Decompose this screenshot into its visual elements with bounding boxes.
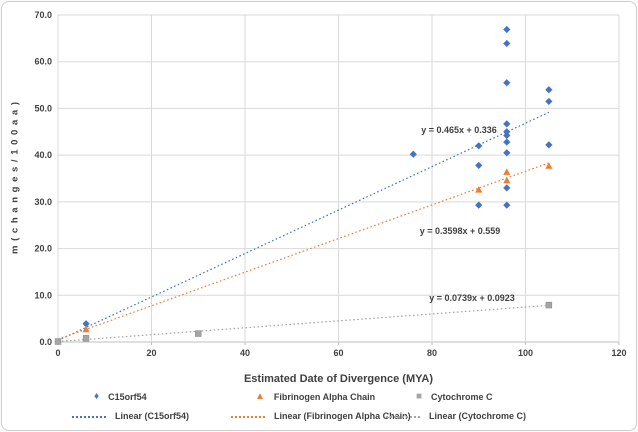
legend-item-linear-fibrinogen-alpha-chain[interactable]: Linear (Fibrinogen Alpha Chain) <box>231 411 411 421</box>
dotted-line-icon <box>231 415 265 418</box>
x-tick-label: 120 <box>611 348 626 358</box>
data-point-diamond[interactable] <box>503 128 511 136</box>
trendline-equation[interactable]: y = 0.465x + 0.336 <box>421 125 497 135</box>
y-tick-label: 60.0 <box>34 57 52 67</box>
legend-label: Linear (C15orf54) <box>115 411 190 421</box>
x-tick-label: 20 <box>146 348 156 358</box>
y-axis-title: m ( c h a n g e s / 1 0 0 a a ) <box>9 101 21 254</box>
dotted-line-icon <box>386 415 420 418</box>
y-tick-label: 20.0 <box>34 244 52 254</box>
y-tick-label: 70.0 <box>34 10 52 20</box>
y-tick-label: 0.0 <box>39 337 52 347</box>
data-point-diamond[interactable] <box>503 120 511 128</box>
diamond-marker-icon: ♦ <box>94 391 100 402</box>
legend-label: C15orf54 <box>108 392 147 402</box>
data-point-diamond[interactable] <box>545 97 553 106</box>
data-point-diamond[interactable] <box>409 150 417 158</box>
legend-item-linear-c15orf54[interactable]: Linear (C15orf54) <box>72 411 189 421</box>
data-point-triangle[interactable] <box>545 162 553 169</box>
data-point-diamond[interactable] <box>503 184 511 192</box>
data-point-diamond[interactable] <box>503 39 511 48</box>
data-point-diamond[interactable] <box>545 86 553 94</box>
y-tick-label: 10.0 <box>34 290 52 300</box>
data-point-triangle[interactable] <box>503 176 511 184</box>
y-tick-label: 50.0 <box>34 103 52 113</box>
data-point-diamond[interactable] <box>503 131 511 140</box>
y-tick-label: 30.0 <box>34 197 52 207</box>
data-point-diamond[interactable] <box>82 320 90 328</box>
legend-markers-row: ♦ C15orf54 ▲ Fibrinogen Alpha Chain ■ Cytochr… <box>2 391 636 406</box>
trendline-equation[interactable]: y = 0.0739x + 0.0923 <box>429 293 515 303</box>
legend-item-c15orf54[interactable]: ♦ C15orf54 <box>94 391 147 403</box>
trendline-square[interactable] <box>57 304 549 343</box>
data-point-square[interactable] <box>195 330 202 337</box>
x-tick-label: 40 <box>240 348 250 358</box>
legend-label: Linear (Fibrinogen Alpha Chain) <box>274 411 411 421</box>
trendline-triangle[interactable] <box>57 162 550 340</box>
data-point-diamond[interactable] <box>503 201 511 209</box>
legend-item-cytochrome-c[interactable]: ■ Cytochrome C <box>416 391 493 403</box>
legend-label: Cytochrome C <box>431 392 493 402</box>
legend-label: Linear (Cytochrome C) <box>429 411 527 421</box>
x-tick-label: 60 <box>333 348 343 358</box>
data-point-diamond[interactable] <box>503 138 511 146</box>
legend-trendlines-row: Linear (C15orf54) Linear (Fibrinogen Alph… <box>2 411 636 425</box>
trendline-equation[interactable]: y = 0.3598x + 0.559 <box>420 226 501 236</box>
legend-label: Fibrinogen Alpha Chain <box>273 392 376 402</box>
data-point-triangle[interactable] <box>82 325 90 333</box>
x-axis-title: Estimated Date of Divergence (MYA) <box>243 373 434 385</box>
triangle-marker-icon: ▲ <box>255 391 265 402</box>
data-point-square[interactable] <box>82 335 90 342</box>
scatter-plot-area[interactable]: 0.0 10.0 20.0 30.0 40.0 50.0 60.0 70.0 0 20 40 60 80… <box>2 2 637 388</box>
legend-item-linear-cytochrome-c[interactable]: Linear (Cytochrome C) <box>386 411 526 421</box>
data-point-diamond[interactable] <box>503 25 511 34</box>
x-tick-label: 100 <box>518 348 533 358</box>
data-point-diamond[interactable] <box>545 141 553 149</box>
square-marker-icon: ■ <box>416 391 423 402</box>
y-tick-label: 40.0 <box>34 150 52 160</box>
data-point-triangle[interactable] <box>503 168 511 175</box>
x-tick-label: 0 <box>55 348 60 358</box>
dotted-line-icon <box>72 415 106 418</box>
data-point-diamond[interactable] <box>503 149 511 157</box>
x-tick-label: 80 <box>427 348 437 358</box>
data-point-square[interactable] <box>54 338 62 345</box>
data-point-diamond[interactable] <box>475 142 483 150</box>
data-point-diamond[interactable] <box>475 201 483 209</box>
legend-item-fibrinogen-alpha-chain[interactable]: ▲ Fibrinogen Alpha Chain <box>255 391 376 403</box>
data-point-diamond[interactable] <box>503 79 511 87</box>
data-point-diamond[interactable] <box>475 161 483 170</box>
data-point-square[interactable] <box>545 301 553 309</box>
data-point-triangle[interactable] <box>475 186 483 193</box>
